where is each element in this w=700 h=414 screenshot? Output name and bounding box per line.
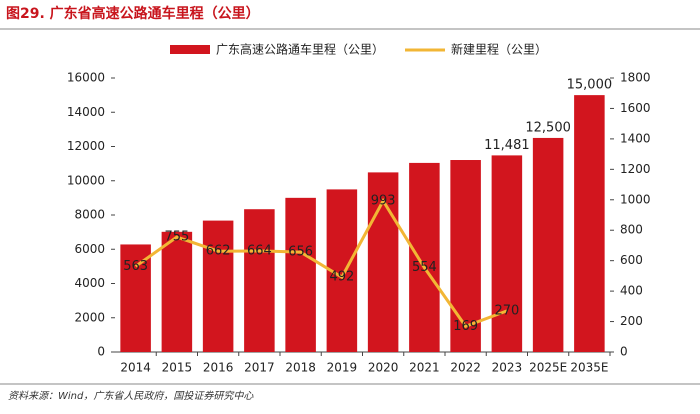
- y-tick-label: 16000: [67, 71, 105, 85]
- x-tick-label: 2018: [285, 361, 316, 375]
- y-tick-label: 12000: [67, 139, 105, 153]
- x-tick-label: 2019: [327, 361, 358, 375]
- x-tick-label: 2014: [120, 361, 151, 375]
- y2-tick-label: 0: [620, 345, 628, 359]
- line-value-label: 664: [247, 243, 272, 258]
- y2-tick-label: 1200: [620, 162, 651, 176]
- bar: [161, 231, 193, 352]
- line-value-label: 563: [123, 259, 148, 274]
- bar-value-label: 15,000: [567, 78, 613, 93]
- line-value-label: 755: [164, 230, 189, 245]
- x-tick-label: 2022: [450, 361, 481, 375]
- legend-label: 广东高速公路通车里程（公里）: [216, 42, 384, 57]
- bar: [244, 209, 275, 352]
- y2-tick-label: 1400: [620, 131, 651, 145]
- x-tick-label: 2020: [368, 361, 399, 375]
- line-value-label: 656: [288, 245, 313, 260]
- y-tick-label: 0: [97, 345, 105, 359]
- source: 资料来源：Wind，广东省人民政府，国投证券研究中心: [8, 390, 254, 402]
- x-tick-label: 2035E: [570, 361, 608, 375]
- line-value-label: 492: [329, 270, 354, 285]
- y2-tick-label: 1800: [620, 71, 651, 85]
- legend-label: 新建里程（公里）: [451, 42, 547, 57]
- legend-swatch: [170, 45, 210, 54]
- x-tick-label: 2015: [162, 361, 193, 375]
- bar: [285, 197, 316, 352]
- bar: [409, 162, 440, 352]
- bar: [120, 244, 151, 352]
- y2-tick-label: 200: [620, 314, 643, 328]
- line: [134, 197, 508, 329]
- line-value-label: 169: [453, 319, 478, 334]
- y-tick-label: 6000: [74, 242, 105, 256]
- y2-tick-label: 1600: [620, 101, 651, 115]
- bar-value-label: 12,500: [525, 120, 571, 135]
- bar: [532, 137, 564, 352]
- line-value-label: 270: [494, 303, 519, 318]
- bar-value-label: 11,481: [484, 138, 530, 153]
- y-tick-label: 2000: [74, 310, 105, 324]
- y2-tick-label: 400: [620, 284, 643, 298]
- x-tick-label: 2017: [244, 361, 275, 375]
- y-tick-label: 8000: [74, 208, 105, 222]
- x-tick-label: 2021: [409, 361, 440, 375]
- bar: [450, 160, 481, 352]
- y-tick-label: 10000: [67, 173, 105, 187]
- x-tick-label: 2023: [492, 361, 523, 375]
- y2-tick-label: 1000: [620, 192, 651, 206]
- bar: [202, 220, 234, 352]
- x-tick-label: 2016: [203, 361, 234, 375]
- chart-title: 图29. 广东省高速公路通车里程（公里）: [6, 5, 260, 22]
- y2-tick-label: 600: [620, 253, 643, 267]
- y-tick-label: 4000: [74, 276, 105, 290]
- y2-tick-label: 800: [620, 223, 643, 237]
- line-value-label: 662: [206, 244, 231, 259]
- bar: [574, 95, 605, 352]
- y-tick-label: 14000: [67, 105, 105, 119]
- line-value-label: 554: [412, 260, 437, 275]
- line-value-label: 993: [371, 193, 396, 208]
- x-tick-label: 2025E: [529, 361, 567, 375]
- bar: [491, 155, 523, 352]
